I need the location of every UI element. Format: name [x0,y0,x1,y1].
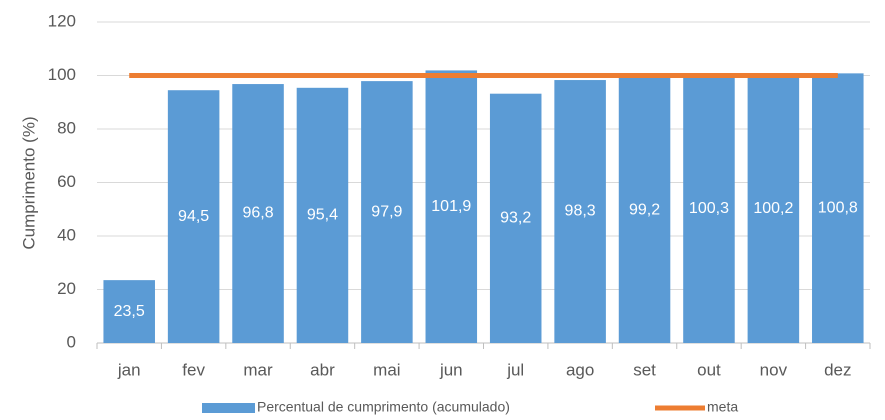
data-label: 23,5 [114,303,145,320]
y-tick-label: 60 [57,172,76,191]
data-label: 100,3 [689,200,729,217]
data-label: 100,8 [818,199,858,216]
bar [232,84,284,343]
data-label: 97,9 [371,203,402,220]
x-tick-label: fev [182,360,205,379]
y-tick-label: 80 [57,118,76,137]
y-axis-label: Cumprimento (%) [19,116,38,249]
x-tick-label: jun [439,360,463,379]
legend-swatch [202,403,255,413]
bar [489,93,542,343]
data-label: 93,2 [500,210,531,227]
x-tick-label: jul [506,360,524,379]
data-label: 101,9 [431,198,471,215]
bar [361,81,413,344]
bar [425,70,478,343]
x-tick-label: abr [310,360,335,379]
y-tick-label: 40 [57,225,76,244]
y-tick-label: 120 [48,11,76,30]
data-label: 100,2 [753,200,793,217]
data-label: 98,3 [565,203,596,220]
x-tick-label: dez [824,360,851,379]
bar [167,90,220,344]
x-tick-label: mar [243,360,273,379]
bar [683,74,735,343]
bar [618,77,671,343]
x-tick-label: out [697,360,721,379]
legend-label: meta [707,399,738,415]
data-label: 99,2 [629,202,660,219]
bar [103,280,155,343]
bar [296,87,349,344]
x-tick-label: ago [566,360,594,379]
bar [812,73,864,344]
x-tick-label: mai [373,360,400,379]
x-tick-label: jan [117,360,141,379]
legend-label: Percentual de cumprimento (acumulado) [257,399,510,415]
y-tick-label: 100 [48,65,76,84]
x-tick-label: set [633,360,656,379]
data-label: 94,5 [178,208,209,225]
y-tick-label: 0 [67,332,76,351]
bar [747,74,800,343]
data-label: 96,8 [242,205,273,222]
y-tick-label: 20 [57,279,76,298]
bar [554,80,606,344]
data-label: 95,4 [307,207,338,224]
x-tick-label: nov [760,360,788,379]
